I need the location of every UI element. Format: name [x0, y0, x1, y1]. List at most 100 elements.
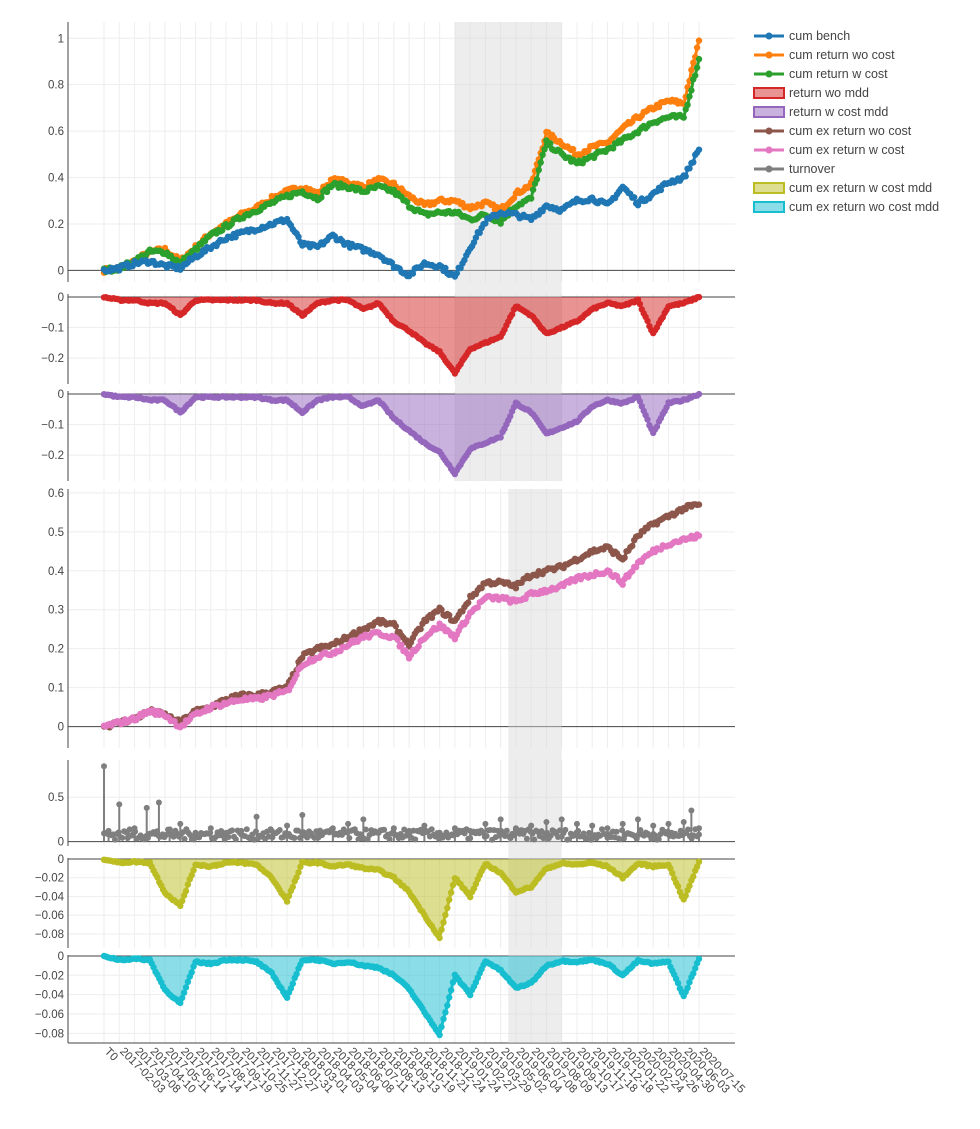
- y-tick-label: 0: [58, 265, 64, 277]
- series-cum-ex-return-wo-cost-mdd-point: [442, 1009, 449, 1016]
- series-cum-ex-return-w-cost-mdd-point: [179, 897, 186, 905]
- legend-label: return wo mdd: [789, 86, 869, 100]
- series-cum-ex-return-wo-cost-point: [629, 542, 636, 550]
- series-cum-ex-return-wo-cost-point: [392, 622, 399, 630]
- legend-marker: [765, 51, 773, 59]
- y-tick-label: −0.02: [35, 873, 64, 885]
- turnover-point: [181, 835, 188, 842]
- legend-marker: [765, 165, 773, 173]
- legend-marker: [765, 70, 773, 78]
- series-cum-return-wo-cost-point: [569, 145, 577, 153]
- turnover-point: [276, 826, 283, 833]
- series-cum-return-w-cost-point: [404, 198, 411, 206]
- series-cum-ex-return-wo-cost-mdd-point: [182, 984, 190, 991]
- turnover-point: [482, 820, 489, 827]
- series-cum-return-w-cost-point: [547, 140, 554, 147]
- series-cum-return-w-cost-line: [102, 58, 701, 274]
- series-cum-ex-return-wo-cost-mdd-point: [467, 991, 474, 999]
- series-cum-return-w-cost-point: [684, 101, 691, 109]
- series-cum-ex-return-w-cost-point: [293, 671, 300, 679]
- legend-label: cum ex return wo cost: [789, 124, 912, 138]
- turnover-point: [267, 826, 274, 833]
- series-cum-return-w-cost-point: [535, 166, 542, 174]
- series-cum-ex-return-wo-cost-mdd-point: [674, 979, 682, 987]
- series-cum-bench: [100, 146, 703, 280]
- series-cum-ex-return-w-cost-mdd-point: [442, 911, 449, 919]
- y-tick-label: 0.6: [48, 488, 64, 500]
- legend-item: cum bench: [754, 29, 850, 43]
- y-tick-label: 0: [58, 854, 64, 866]
- turnover-point: [655, 836, 662, 843]
- turnover-point: [386, 836, 393, 843]
- turnover-point: [680, 819, 687, 826]
- y-tick-label: 0.1: [48, 683, 64, 695]
- series-return-wo-mdd-point: [644, 317, 651, 325]
- series-return-wo-mdd-point: [636, 300, 644, 308]
- legend-label: cum ex return w cost: [789, 143, 905, 157]
- series-cum-ex-return-w-cost-mdd-point: [283, 898, 291, 905]
- turnover-point: [207, 825, 214, 832]
- legend-swatch: [753, 87, 785, 99]
- series-cum-return-wo-cost-point: [693, 44, 701, 51]
- series-return-w-cost-mdd-point: [644, 416, 651, 423]
- series-cum-return-w-cost-point: [539, 151, 546, 158]
- legend-label: cum ex return wo cost mdd: [789, 200, 939, 214]
- x-tick-label: T0: [102, 1046, 120, 1064]
- y-tick-label: 0.6: [48, 126, 64, 138]
- series-cum-ex-return-w-cost-mdd-point: [293, 874, 300, 881]
- series-cum-return-w-cost-point: [541, 146, 548, 153]
- turnover-point: [619, 827, 626, 834]
- series-cum-return-wo-cost-line: [102, 40, 701, 274]
- series-cum-ex-return-w-cost-mdd-point: [674, 883, 682, 890]
- series-cum-ex-return-wo-cost-point: [621, 554, 628, 561]
- turnover-point: [523, 835, 530, 842]
- series-cum-ex-return-w-cost-mdd-point: [444, 904, 451, 912]
- series-cum-bench-point: [442, 264, 449, 272]
- series-cum-ex-return-wo-cost-mdd-point: [449, 979, 457, 986]
- y-tick-label: 1: [58, 33, 64, 45]
- series-cum-return-wo-cost-point: [688, 66, 695, 74]
- series-cum-ex-return-wo-cost-mdd-fill: [104, 955, 699, 1035]
- turnover-point: [229, 827, 236, 834]
- legend-item: return w cost mdd: [753, 105, 888, 119]
- turnover-point: [688, 807, 695, 814]
- series-cum-ex-return-wo-cost-mdd-point: [188, 969, 195, 976]
- turnover-point: [115, 829, 122, 836]
- turnover-point: [132, 828, 139, 835]
- series-cum-return-w-cost-point: [688, 87, 695, 94]
- turnover-point: [304, 834, 311, 841]
- series-cum-bench-point: [388, 259, 396, 266]
- series-cum-return-w-cost-point: [693, 64, 701, 71]
- turnover-point: [483, 832, 490, 839]
- turnover-point: [547, 832, 554, 839]
- legend-item: cum ex return wo cost: [754, 124, 912, 138]
- series-cum-ex-return-w-cost-mdd-point: [686, 882, 693, 890]
- series-turnover: [101, 763, 702, 843]
- series-return-w-cost-mdd-fill: [104, 394, 699, 475]
- series-cum-return-w-cost-point: [323, 188, 331, 196]
- y-tick-label: −0.2: [41, 353, 64, 365]
- series-cum-ex-return-wo-cost-line: [103, 502, 700, 729]
- y-tick-label: −0.08: [35, 1028, 64, 1040]
- series-return-wo-mdd-point: [695, 293, 703, 301]
- series-cum-ex-return-wo-cost-point: [428, 614, 436, 621]
- turnover-point: [573, 820, 580, 827]
- series-cum-ex-return-wo-cost-point: [446, 612, 453, 619]
- turnover-point: [613, 828, 620, 835]
- y-tick-label: 0.2: [48, 219, 64, 231]
- y-tick-label: −0.04: [35, 891, 65, 903]
- series-cum-ex-return-wo-cost-point: [512, 585, 520, 592]
- turnover-point: [580, 830, 587, 837]
- series-cum-return-w-cost-point: [529, 186, 537, 193]
- series-cum-return-w-cost-point: [686, 93, 693, 100]
- turnover-point: [111, 836, 118, 843]
- y-tick-label: 0: [58, 389, 64, 401]
- series-cum-bench-point: [472, 234, 480, 241]
- turnover-point: [497, 816, 504, 823]
- series-cum-ex-return-w-cost-mdd-point: [436, 934, 443, 942]
- turnover-point: [575, 827, 582, 834]
- series-cum-ex-return-w-cost-mdd-point: [467, 893, 474, 901]
- series-cum-bench-point: [686, 165, 693, 172]
- panel-cum_ex: 0 0.1 0.2 0.3 0.4 0.5 0.6: [48, 488, 735, 748]
- turnover-point: [126, 826, 133, 833]
